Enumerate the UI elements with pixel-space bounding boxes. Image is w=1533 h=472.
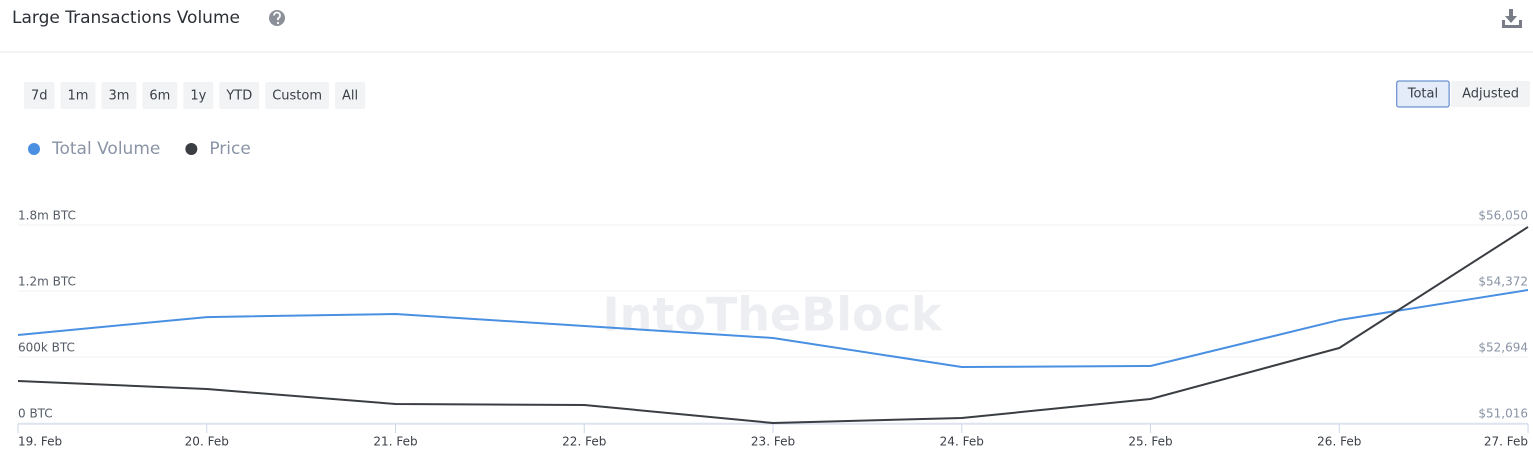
help-icon[interactable] <box>269 10 285 26</box>
range-button[interactable]: 3m <box>101 82 137 109</box>
legend-label: Total Volume <box>51 139 160 159</box>
mode-button[interactable]: Adjusted <box>1451 81 1530 107</box>
button-bg <box>60 82 96 109</box>
button-bg <box>219 82 260 109</box>
x-tick-label: 19. Feb <box>18 435 62 449</box>
legend-item[interactable]: Price <box>185 139 251 159</box>
button-bg <box>142 82 178 109</box>
series-line <box>17 289 1529 369</box>
button-label: 1m <box>68 89 89 104</box>
x-tick-label: 23. Feb <box>751 435 795 449</box>
button-label: 7d <box>31 89 48 104</box>
mode-button[interactable]: Total <box>1396 80 1450 108</box>
legend-marker <box>28 143 40 155</box>
button-label: 1y <box>190 89 206 104</box>
range-button[interactable]: 1m <box>60 82 96 109</box>
button-label: All <box>342 89 358 104</box>
button-bg <box>265 82 330 109</box>
series-line <box>17 226 1529 424</box>
download-icon[interactable] <box>1502 9 1522 28</box>
button-label: Custom <box>272 89 322 104</box>
range-button[interactable]: YTD <box>219 82 260 109</box>
button-label: Adjusted <box>1462 87 1519 102</box>
button-label: Total <box>1407 87 1438 102</box>
button-bg <box>24 82 55 109</box>
y-tick-label: 600k BTC <box>18 341 75 355</box>
x-tick-label: 24. Feb <box>940 435 984 449</box>
x-tick-label: 20. Feb <box>185 435 229 449</box>
range-button[interactable]: All <box>335 82 366 109</box>
button-label: 3m <box>108 89 129 104</box>
legend-label: Price <box>209 139 250 159</box>
legend-item[interactable]: Total Volume <box>28 139 160 159</box>
y-tick-label: 1.8m BTC <box>18 209 76 223</box>
legend-marker <box>185 143 198 155</box>
button-bg <box>101 82 137 109</box>
x-tick-label: 25. Feb <box>1128 435 1172 449</box>
x-tick-label: 27. Feb <box>1484 435 1528 449</box>
range-button[interactable]: 1y <box>183 82 214 109</box>
range-button[interactable]: 6m <box>142 82 178 109</box>
button-label: YTD <box>225 89 252 104</box>
x-tick-label: 22. Feb <box>562 435 606 449</box>
y-tick-label: 0 BTC <box>18 407 53 421</box>
range-button[interactable]: 7d <box>24 82 55 109</box>
y2-tick-label: $56,050 <box>1478 209 1528 223</box>
y2-tick-label: $52,694 <box>1478 341 1528 355</box>
range-button[interactable]: Custom <box>265 82 330 109</box>
button-label: 6m <box>149 89 170 104</box>
button-bg <box>1451 81 1530 107</box>
y2-tick-label: $54,372 <box>1478 275 1528 289</box>
x-tick-label: 21. Feb <box>373 435 417 449</box>
x-tick-label: 26. Feb <box>1317 435 1361 449</box>
y-tick-label: 1.2m BTC <box>18 275 76 289</box>
y2-tick-label: $51,016 <box>1478 407 1528 421</box>
button-bg <box>183 82 214 109</box>
page-title: Large Transactions Volume <box>12 8 240 28</box>
button-bg <box>335 82 366 109</box>
watermark: IntoTheBlock <box>602 288 942 342</box>
button-bg <box>1396 80 1450 108</box>
